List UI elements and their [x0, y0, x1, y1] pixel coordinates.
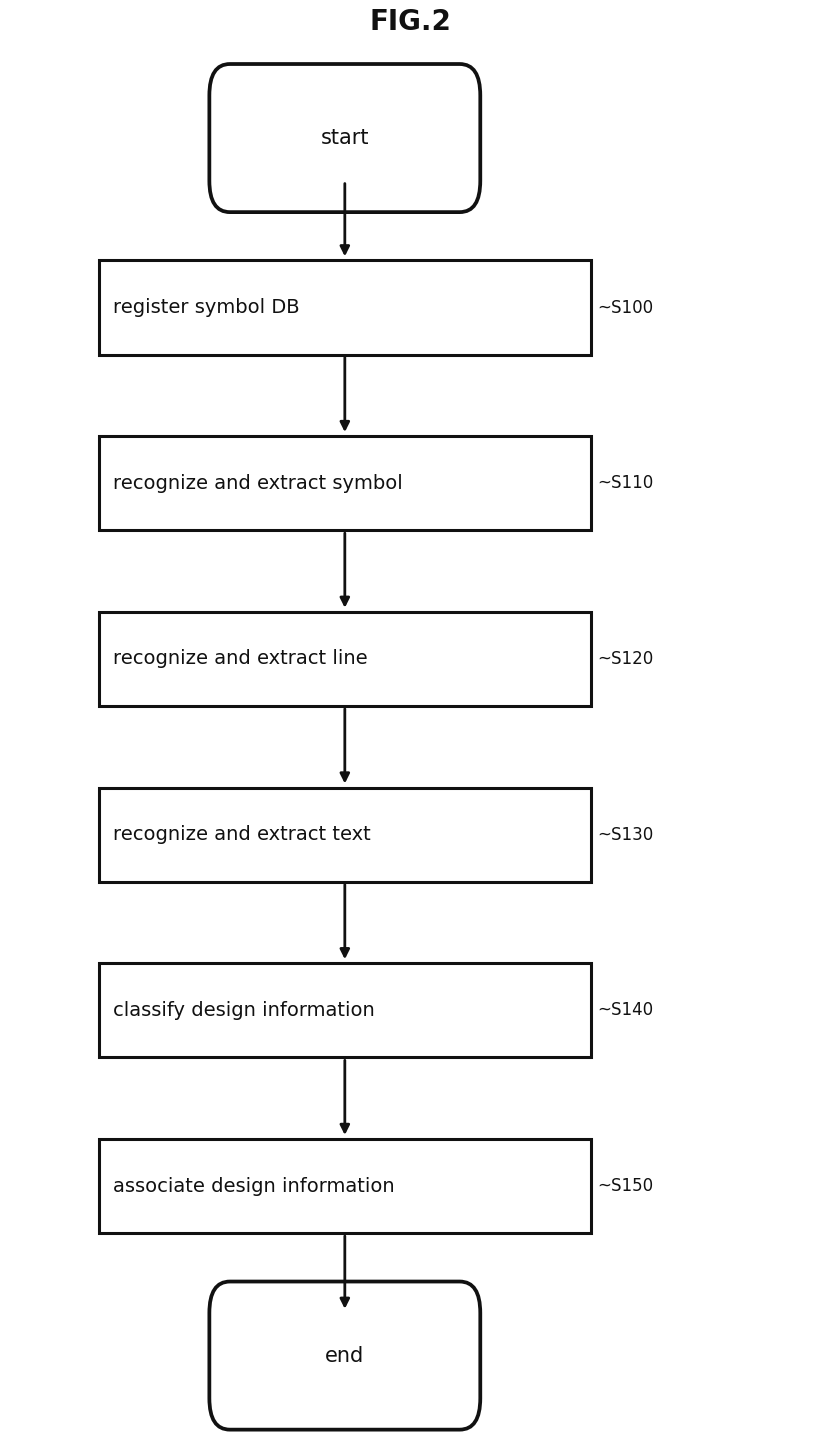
FancyBboxPatch shape: [209, 64, 480, 213]
Text: FIG.2: FIG.2: [369, 7, 452, 36]
Bar: [99, 261, 591, 355]
Text: recognize and extract line: recognize and extract line: [113, 649, 368, 668]
Text: recognize and extract symbol: recognize and extract symbol: [113, 473, 403, 492]
Bar: [99, 612, 591, 706]
Text: ~S150: ~S150: [598, 1176, 654, 1195]
Bar: [99, 1139, 591, 1233]
Text: recognize and extract text: recognize and extract text: [113, 826, 371, 844]
Text: register symbol DB: register symbol DB: [113, 298, 300, 317]
Text: end: end: [325, 1345, 365, 1366]
Text: ~S100: ~S100: [598, 298, 654, 316]
Text: classify design information: classify design information: [113, 1000, 375, 1019]
Text: ~S110: ~S110: [598, 475, 654, 492]
Text: ~S120: ~S120: [598, 649, 654, 668]
Text: associate design information: associate design information: [113, 1176, 395, 1195]
Bar: [99, 964, 591, 1057]
Text: start: start: [320, 128, 369, 149]
Text: ~S140: ~S140: [598, 1002, 654, 1019]
Text: ~S130: ~S130: [598, 826, 654, 843]
Bar: [99, 437, 591, 530]
FancyBboxPatch shape: [209, 1281, 480, 1430]
Bar: [99, 788, 591, 882]
